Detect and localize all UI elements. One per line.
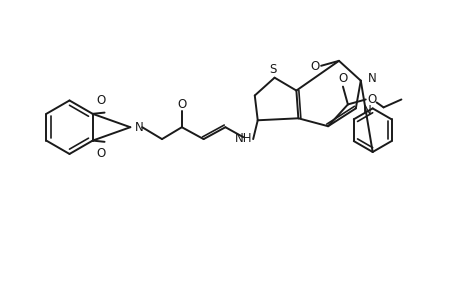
Text: O: O (96, 147, 105, 160)
Text: N: N (367, 72, 375, 85)
Text: O: O (366, 93, 375, 106)
Text: NH: NH (234, 132, 252, 145)
Text: O: O (310, 60, 319, 73)
Text: N: N (135, 121, 144, 134)
Text: O: O (96, 94, 105, 107)
Text: S: S (269, 63, 276, 76)
Text: N: N (362, 104, 371, 117)
Text: O: O (337, 72, 347, 85)
Text: O: O (177, 98, 186, 111)
